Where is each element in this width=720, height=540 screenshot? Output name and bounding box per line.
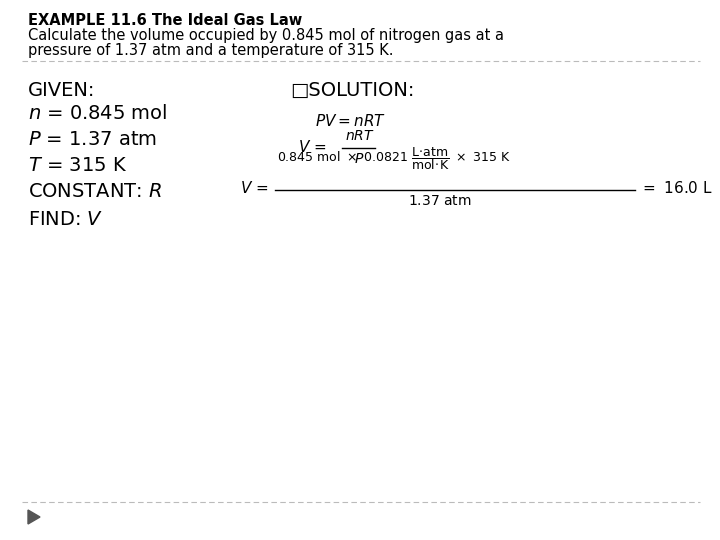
Text: $P$: $P$ — [354, 152, 364, 166]
Polygon shape — [28, 510, 40, 524]
Text: $V\,=$: $V\,=$ — [240, 180, 269, 196]
Text: $1.37\ \mathrm{atm}$: $1.37\ \mathrm{atm}$ — [408, 194, 472, 208]
Text: □SOLUTION:: □SOLUTION: — [290, 81, 415, 100]
Text: $n$ = 0.845 mol: $n$ = 0.845 mol — [28, 104, 167, 123]
Text: GIVEN:: GIVEN: — [28, 81, 95, 100]
Text: pressure of 1.37 atm and a temperature of 315 K.: pressure of 1.37 atm and a temperature o… — [28, 43, 394, 58]
Text: $0.845\ \mathrm{mol}\ \times\ 0.0821\ \dfrac{\mathrm{L\!\cdot\!atm}}{\mathrm{mol: $0.845\ \mathrm{mol}\ \times\ 0.0821\ \d… — [277, 145, 511, 172]
Text: $PV = nRT$: $PV = nRT$ — [315, 113, 386, 129]
Text: $V\,=$: $V\,=$ — [298, 139, 327, 155]
Text: CONSTANT: $R$: CONSTANT: $R$ — [28, 182, 162, 201]
Text: EXAMPLE 11.6 The Ideal Gas Law: EXAMPLE 11.6 The Ideal Gas Law — [28, 13, 302, 28]
Text: Calculate the volume occupied by 0.845 mol of nitrogen gas at a: Calculate the volume occupied by 0.845 m… — [28, 28, 504, 43]
Text: $nRT$: $nRT$ — [345, 129, 375, 143]
Text: $P$ = 1.37 atm: $P$ = 1.37 atm — [28, 130, 157, 149]
Text: $=\ 16.0\ \mathrm{L}$: $=\ 16.0\ \mathrm{L}$ — [640, 180, 713, 196]
Text: FIND: $V$: FIND: $V$ — [28, 210, 104, 229]
Text: $T$ = 315 K: $T$ = 315 K — [28, 156, 127, 175]
